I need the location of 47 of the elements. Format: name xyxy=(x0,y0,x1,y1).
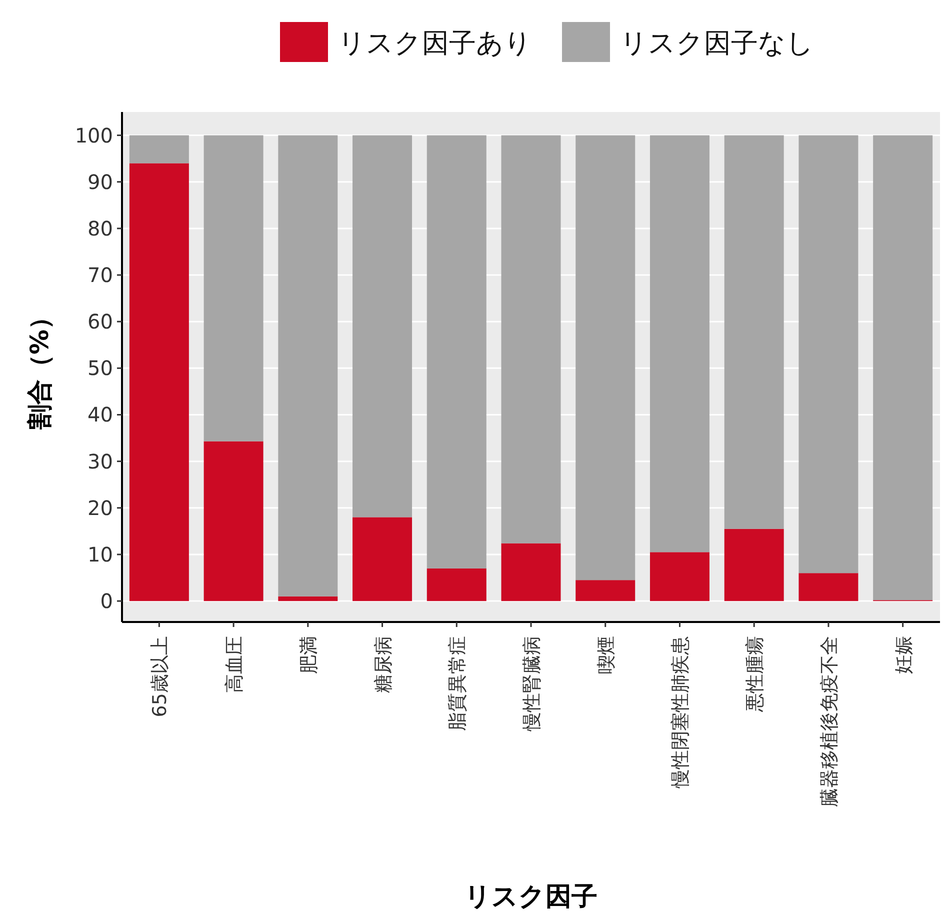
bar xyxy=(129,135,189,164)
x-tick-label: 臓器移植後免疫不全 xyxy=(818,636,840,807)
bar xyxy=(426,135,486,568)
y-tick-label: 50 xyxy=(88,356,113,380)
y-tick-label: 90 xyxy=(88,170,113,194)
legend-label: リスク因子あり xyxy=(338,28,532,59)
x-tick-label: 慢性腎臓病 xyxy=(521,636,543,732)
bar xyxy=(278,135,338,596)
y-tick-label: 0 xyxy=(100,589,113,614)
bar xyxy=(204,441,264,602)
bar xyxy=(352,135,412,518)
bar xyxy=(501,543,561,602)
bar xyxy=(576,135,636,580)
bar xyxy=(724,135,784,529)
x-tick-label: 肥満 xyxy=(298,636,320,674)
y-tick-label: 30 xyxy=(88,449,113,474)
x-tick-label: 高血圧 xyxy=(224,636,246,693)
x-axis-title: リスク因子 xyxy=(464,882,598,912)
bar xyxy=(426,568,486,602)
x-tick-label: 65歳以上 xyxy=(149,636,172,718)
bar xyxy=(873,135,933,600)
bar xyxy=(278,596,338,602)
y-tick-label: 80 xyxy=(88,216,113,240)
x-tick-label: 糖尿病 xyxy=(372,636,394,693)
bar xyxy=(501,135,561,544)
x-tick-label: 慢性閉塞性肺疾患 xyxy=(670,636,692,789)
y-tick-label: 60 xyxy=(88,310,113,334)
bar xyxy=(724,528,784,602)
y-axis-title: 割合（%） xyxy=(25,304,54,431)
y-tick-label: 20 xyxy=(88,496,113,520)
x-tick-label: 脂質異常症 xyxy=(446,636,469,731)
bar xyxy=(650,552,710,602)
bar xyxy=(650,135,710,552)
x-tick-label: 悪性腫瘍 xyxy=(744,636,766,713)
bar xyxy=(798,135,858,574)
bar xyxy=(204,135,264,442)
bar xyxy=(129,163,189,602)
bar xyxy=(576,580,636,602)
y-tick-label: 100 xyxy=(74,123,113,148)
x-tick-label: 妊娠 xyxy=(892,636,915,674)
y-tick-label: 10 xyxy=(88,542,113,566)
y-tick-label: 70 xyxy=(88,263,113,288)
bar xyxy=(798,573,858,602)
y-tick-label: 40 xyxy=(88,402,113,427)
legend-label: リスク因子なし xyxy=(620,28,814,59)
bar xyxy=(352,517,412,602)
x-tick-label: 喫煙 xyxy=(595,636,618,674)
